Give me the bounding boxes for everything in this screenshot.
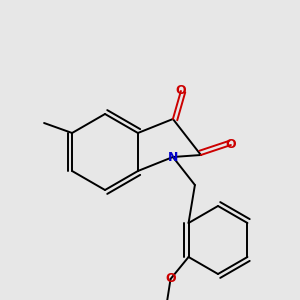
Text: N: N <box>168 151 178 164</box>
Text: O: O <box>165 272 176 286</box>
Text: O: O <box>176 85 186 98</box>
Text: O: O <box>226 139 236 152</box>
